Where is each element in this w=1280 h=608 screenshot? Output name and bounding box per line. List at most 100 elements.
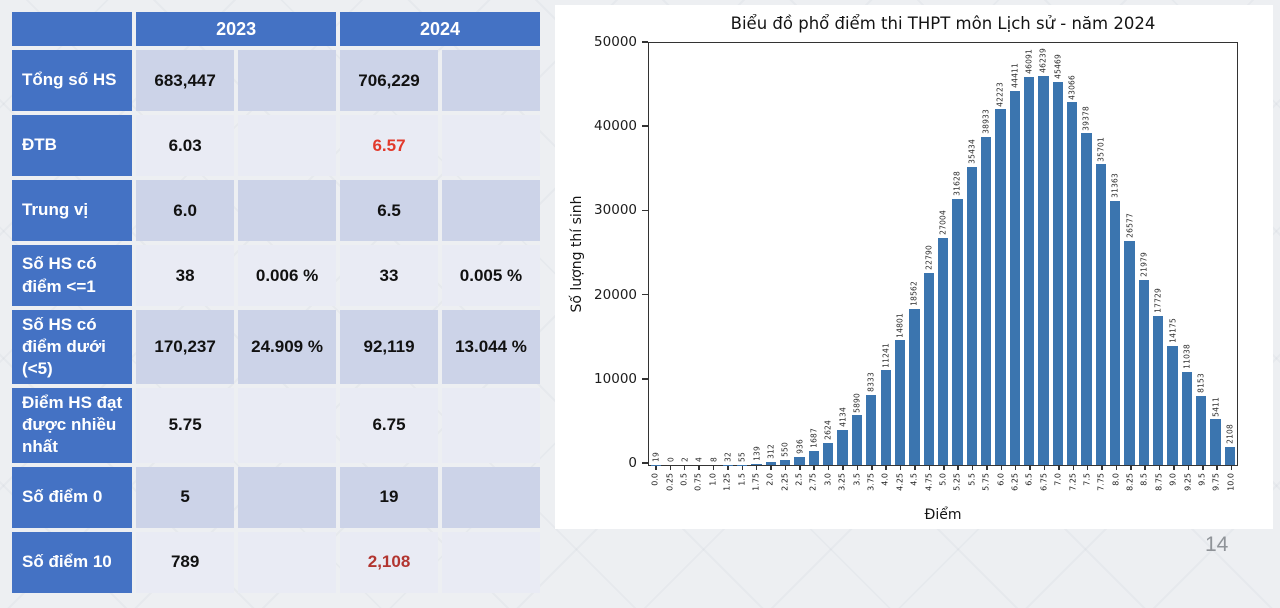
bar-slot: 1687 — [807, 43, 821, 465]
table-cell — [441, 531, 540, 593]
x-tick-slot: 8.25 — [1123, 466, 1137, 512]
bar-slot: 26577 — [1122, 43, 1136, 465]
bar-value-label: 5411 — [1211, 396, 1221, 417]
x-tick-label: 3.5 — [852, 473, 862, 486]
table-cell: 0.005 % — [441, 245, 540, 306]
x-tick-slot: 5.25 — [950, 466, 964, 512]
x-tick-label: 2.25 — [780, 473, 790, 491]
x-tick-label: 4.5 — [909, 473, 919, 486]
x-tick-slot: 2.25 — [778, 466, 792, 512]
bar — [937, 237, 949, 465]
bar-value-label: 22790 — [924, 245, 934, 271]
y-tick-mark — [642, 462, 648, 464]
x-tick-label: 5.0 — [938, 473, 948, 486]
x-tick-slot: 8.0 — [1109, 466, 1123, 512]
bar-value-label: 0 — [666, 457, 676, 462]
bar-value-label: 18562 — [909, 280, 919, 306]
row-label: Số điểm 10 — [12, 531, 133, 593]
x-tick-label: 9.0 — [1168, 473, 1178, 486]
bar — [923, 273, 934, 465]
bar-value-label: 2108 — [1225, 424, 1235, 445]
x-tick-slot: 7.5 — [1080, 466, 1094, 512]
bar-value-label: 39378 — [1081, 105, 1091, 131]
x-tick-label: 9.75 — [1211, 473, 1221, 491]
bar — [909, 308, 920, 465]
x-tick-mark — [784, 466, 787, 470]
bar-value-label: 55 — [737, 451, 747, 462]
bar-value-label: 17729 — [1153, 287, 1163, 313]
table-cell: 6.75 — [340, 388, 438, 463]
bar — [1124, 241, 1135, 465]
table-cell — [238, 388, 337, 463]
x-tick-slot: 1.25 — [720, 466, 734, 512]
x-tick-slot: 3.25 — [835, 466, 849, 512]
table-row: Số HS có điểm <=1 38 0.006 % 33 0.005 % — [12, 245, 540, 306]
bar — [837, 430, 848, 465]
bar-slot: 35701 — [1094, 43, 1108, 465]
table-row: Số HS có điểm dưới (<5) 170,237 24.909 % 92… — [12, 310, 540, 385]
bar-slot: 18562 — [907, 43, 921, 465]
table-cell: 706,229 — [340, 50, 438, 111]
table-cell: 6.57 — [340, 115, 438, 176]
x-tick-mark — [914, 466, 916, 470]
bar-value-label: 14801 — [895, 312, 905, 338]
x-tick-mark — [669, 466, 672, 470]
bar-value-label: 8153 — [1196, 373, 1206, 394]
bar — [1009, 91, 1020, 465]
y-tick-mark — [642, 41, 648, 43]
x-tick-slot: 4.25 — [893, 466, 907, 512]
table-cell — [441, 180, 540, 241]
x-tick-mark — [943, 466, 945, 470]
y-tick-mark — [642, 125, 648, 127]
bar-value-label: 46239 — [1038, 47, 1048, 73]
bar-value-label: 139 — [752, 445, 762, 461]
bar-slot: 38933 — [979, 43, 993, 465]
bar — [995, 109, 1006, 465]
x-tick-label: 9.25 — [1183, 473, 1193, 491]
bar — [980, 137, 992, 465]
x-tick-label: 7.5 — [1082, 473, 1092, 486]
bar-value-label: 42223 — [995, 81, 1005, 107]
bar-value-label: 1687 — [809, 427, 819, 448]
x-tick-label: 1.25 — [722, 473, 732, 491]
x-tick-label: 0.25 — [665, 473, 675, 491]
bar — [751, 463, 762, 465]
x-tick-mark — [1187, 466, 1190, 470]
table-cell: 19 — [340, 466, 438, 528]
table-cell: 2,108 — [340, 531, 438, 593]
table-cell: 38 — [136, 245, 235, 306]
bar — [1196, 396, 1207, 465]
x-tick-slot: 3.0 — [821, 466, 835, 512]
bar-slot: 43066 — [1065, 43, 1079, 465]
bar — [1066, 102, 1078, 465]
bar — [765, 462, 777, 465]
bar-value-label: 27004 — [938, 209, 948, 235]
bar — [851, 415, 863, 465]
bar — [808, 450, 820, 465]
chart-card: Biểu đồ phổ điểm thi THPT môn Lịch sử - … — [555, 5, 1273, 529]
x-tick-label: 2.0 — [765, 473, 775, 486]
x-tick-mark — [1072, 466, 1075, 470]
row-label: Số HS có điểm dưới (<5) — [12, 310, 133, 385]
y-tick-label: 30000 — [594, 202, 637, 219]
x-tick-label: 6.75 — [1039, 473, 1049, 491]
bar — [894, 340, 906, 465]
bar-value-label: 4 — [694, 456, 704, 462]
x-tick-slot: 2.0 — [763, 466, 777, 512]
bar-value-label: 4134 — [838, 407, 848, 428]
x-tick-mark — [755, 466, 758, 470]
page-number: 14 — [1205, 533, 1229, 556]
x-tick-slot: 6.75 — [1037, 466, 1051, 512]
x-tick-slot: 5.0 — [936, 466, 950, 512]
x-tick-slot: 1.5 — [734, 466, 748, 512]
table-cell — [238, 531, 337, 593]
x-tick-mark — [1086, 466, 1089, 470]
y-tick-label: 20000 — [594, 286, 637, 303]
y-tick-label: 0 — [628, 455, 637, 471]
bar-value-label: 21979 — [1139, 252, 1149, 277]
x-tick-slot: 7.75 — [1094, 466, 1108, 512]
bar — [1095, 164, 1106, 465]
table-cell: 6.5 — [340, 180, 438, 241]
bar-value-label: 35701 — [1096, 136, 1106, 162]
bar-slot: 39378 — [1079, 43, 1093, 465]
